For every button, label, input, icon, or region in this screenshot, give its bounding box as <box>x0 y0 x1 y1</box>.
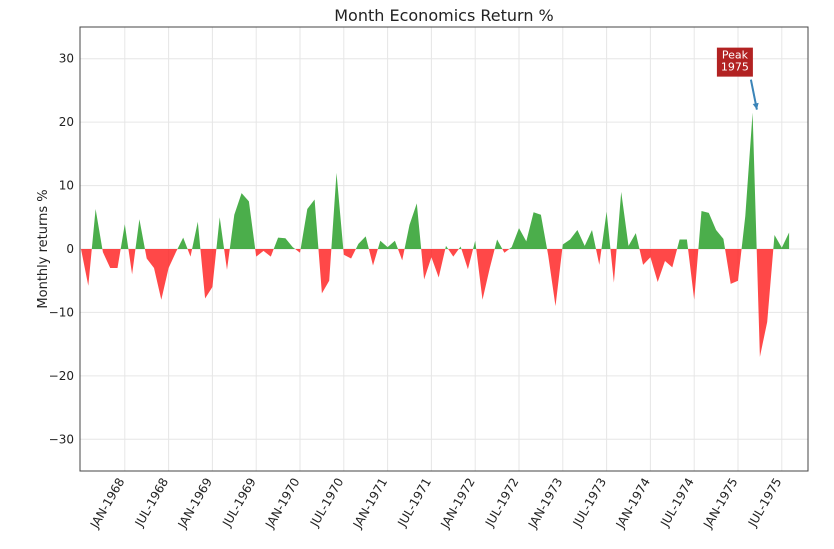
x-tick-label: JUL-1970 <box>307 476 346 530</box>
y-tick-label: −10 <box>49 305 74 319</box>
x-tick-label: JAN-1973 <box>525 476 565 532</box>
annotation-box <box>716 47 753 77</box>
negative-returns-area <box>81 249 790 357</box>
x-tick-label: JAN-1974 <box>613 476 653 532</box>
x-axis: JAN-1968 JUL-1968 JAN-1969 JUL-1969 JAN-1970… <box>87 476 784 532</box>
annotation-label: Peak <box>722 49 749 62</box>
chart-title: Month Economics Return % <box>334 6 554 25</box>
x-tick-label: JUL-1972 <box>482 476 521 530</box>
x-tick-label: JUL-1969 <box>219 476 258 530</box>
annotation-label: 1975 <box>721 61 749 74</box>
y-axis: 30 20 10 0 −10 −20 −30 <box>49 52 74 447</box>
positive-returns-area <box>81 112 790 249</box>
y-tick-label: −20 <box>49 369 74 383</box>
x-tick-label: JAN-1971 <box>350 476 390 532</box>
y-tick-label: 30 <box>59 52 74 66</box>
x-tick-label: JUL-1974 <box>657 476 696 530</box>
plot-frame <box>79 26 809 472</box>
y-tick-label: 10 <box>59 179 74 193</box>
x-tick-label: JUL-1975 <box>745 476 784 530</box>
area-series <box>81 112 790 357</box>
x-tick-label: JUL-1971 <box>395 476 434 530</box>
x-tick-label: JAN-1972 <box>437 476 477 532</box>
y-tick-label: 20 <box>59 115 74 129</box>
x-tick-label: JAN-1968 <box>87 476 127 532</box>
y-axis-label: Monthly returns % <box>36 189 51 308</box>
annotation-arrowhead <box>752 102 759 110</box>
x-tick-label: JUL-1973 <box>570 476 609 530</box>
y-tick-label: −30 <box>49 432 74 446</box>
x-tick-label: JAN-1975 <box>700 476 740 532</box>
x-tick-label: JAN-1970 <box>262 476 302 532</box>
y-tick-label: 0 <box>66 242 74 256</box>
x-tick-label: JUL-1968 <box>132 476 171 530</box>
x-tick-label: JAN-1969 <box>175 476 215 532</box>
